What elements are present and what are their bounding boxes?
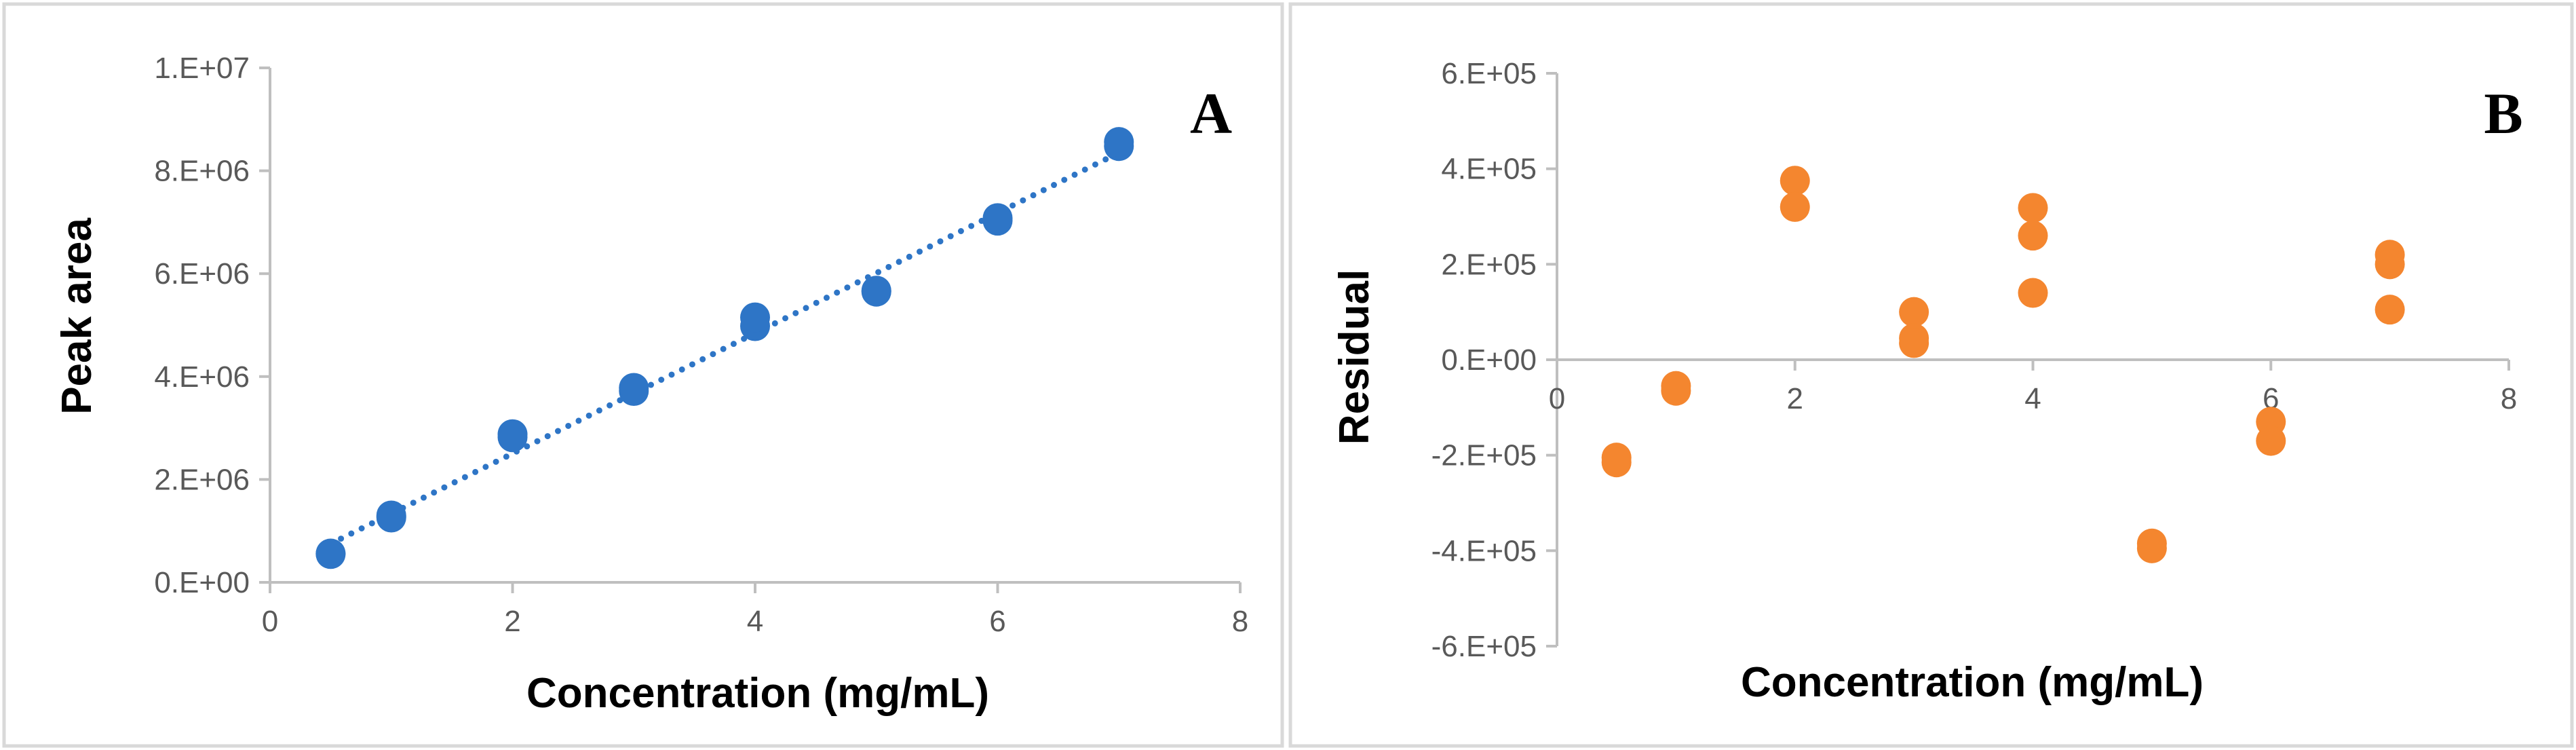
panel-b-data-point	[1899, 297, 1929, 327]
panel-b-y-tick-label: -2.E+05	[1431, 439, 1537, 472]
panel-b-data-point	[2018, 278, 2048, 308]
panel-b-y-tick-label: 6.E+05	[1441, 57, 1537, 90]
panel-b-data-point	[1601, 447, 1632, 478]
panel-b-data-point	[2375, 249, 2405, 280]
panel-a-trendline	[327, 149, 1122, 547]
panel-b-data-point	[1780, 166, 1810, 196]
panel-b-data-point	[2256, 426, 2286, 456]
panel-b-letter: B	[2484, 81, 2522, 146]
panel-a-data-point	[497, 419, 528, 449]
panel-b-data-point	[2375, 295, 2405, 325]
panel-a-points	[315, 127, 1134, 569]
panel-b-y-label: Residual	[1331, 269, 1378, 445]
panel-a-data-point	[619, 373, 649, 403]
panel-b-y-tick-label: -6.E+05	[1431, 630, 1537, 663]
panel-a-data-point	[1104, 127, 1134, 157]
panel-b-data-point	[1661, 375, 1691, 406]
panel-b-y-tick-label: 0.E+00	[1441, 343, 1537, 377]
panel-b-border	[1288, 2, 2574, 748]
panel-a-data-point	[740, 302, 770, 333]
panel-b-y-tick-label: 2.E+05	[1441, 248, 1537, 281]
panel-a-data-point	[315, 538, 346, 569]
panel-b-data-point	[1899, 328, 1929, 358]
panel-a-y-tick-label: 1.E+07	[154, 52, 250, 85]
panel-a: 0 2 4 6 8 0.E+00 2.E+06 4.E+06 6.E+06 8.E+06 1.E+…	[54, 52, 1248, 717]
panel-a-border	[2, 2, 1284, 748]
panel-a-y-tick-label: 2.E+06	[154, 463, 250, 496]
panel-a-data-point	[861, 276, 891, 306]
panel-a-x-tick-label: 4	[747, 605, 763, 638]
panel-b-y-tick-label: 4.E+05	[1441, 153, 1537, 186]
panel-a-y-label: Peak area	[54, 218, 100, 415]
panel-a-data-point	[376, 500, 406, 531]
panel-a-letter: A	[1190, 81, 1232, 146]
panel-a-x-tick-label: 0	[262, 605, 278, 638]
panel-a-x-label: Concentration (mg/mL)	[526, 670, 989, 717]
panel-a-y-ticks: 0.E+00 2.E+06 4.E+06 6.E+06 8.E+06 1.E+07	[154, 52, 270, 599]
panel-a-x-tick-label: 8	[1232, 605, 1248, 638]
panel-b-x-tick-label: 0	[1549, 382, 1565, 415]
panel-b-x-tick-label: 8	[2501, 382, 2517, 415]
panel-a-x-tick-label: 6	[989, 605, 1005, 638]
panel-a-data-point	[982, 203, 1013, 233]
panel-a-y-tick-label: 0.E+00	[154, 566, 250, 599]
panel-b-y-tick-label: -4.E+05	[1431, 534, 1537, 567]
panel-a-x-tick-label: 2	[504, 605, 520, 638]
panel-b-points	[1601, 166, 2405, 563]
panel-a-y-tick-label: 4.E+06	[154, 360, 250, 394]
panel-b-data-point	[2018, 221, 2048, 251]
panel-b-x-label: Concentration (mg/mL)	[1741, 659, 2204, 706]
panel-b-x-tick-label: 2	[1787, 382, 1803, 415]
panel-b-data-point	[1780, 191, 1810, 222]
panel-a-y-tick-label: 8.E+06	[154, 155, 250, 188]
panel-b-data-point	[2136, 533, 2167, 563]
panel-a-y-tick-label: 6.E+06	[154, 257, 250, 290]
panel-b-x-tick-label: 4	[2024, 382, 2041, 415]
panel-a-x-ticks: 0 2 4 6 8	[262, 582, 1248, 638]
panel-b-data-point	[2018, 193, 2048, 223]
panel-b-y-ticks: -6.E+05 -4.E+05 -2.E+05 0.E+00 2.E+05 4.E+05 6…	[1431, 57, 1557, 663]
